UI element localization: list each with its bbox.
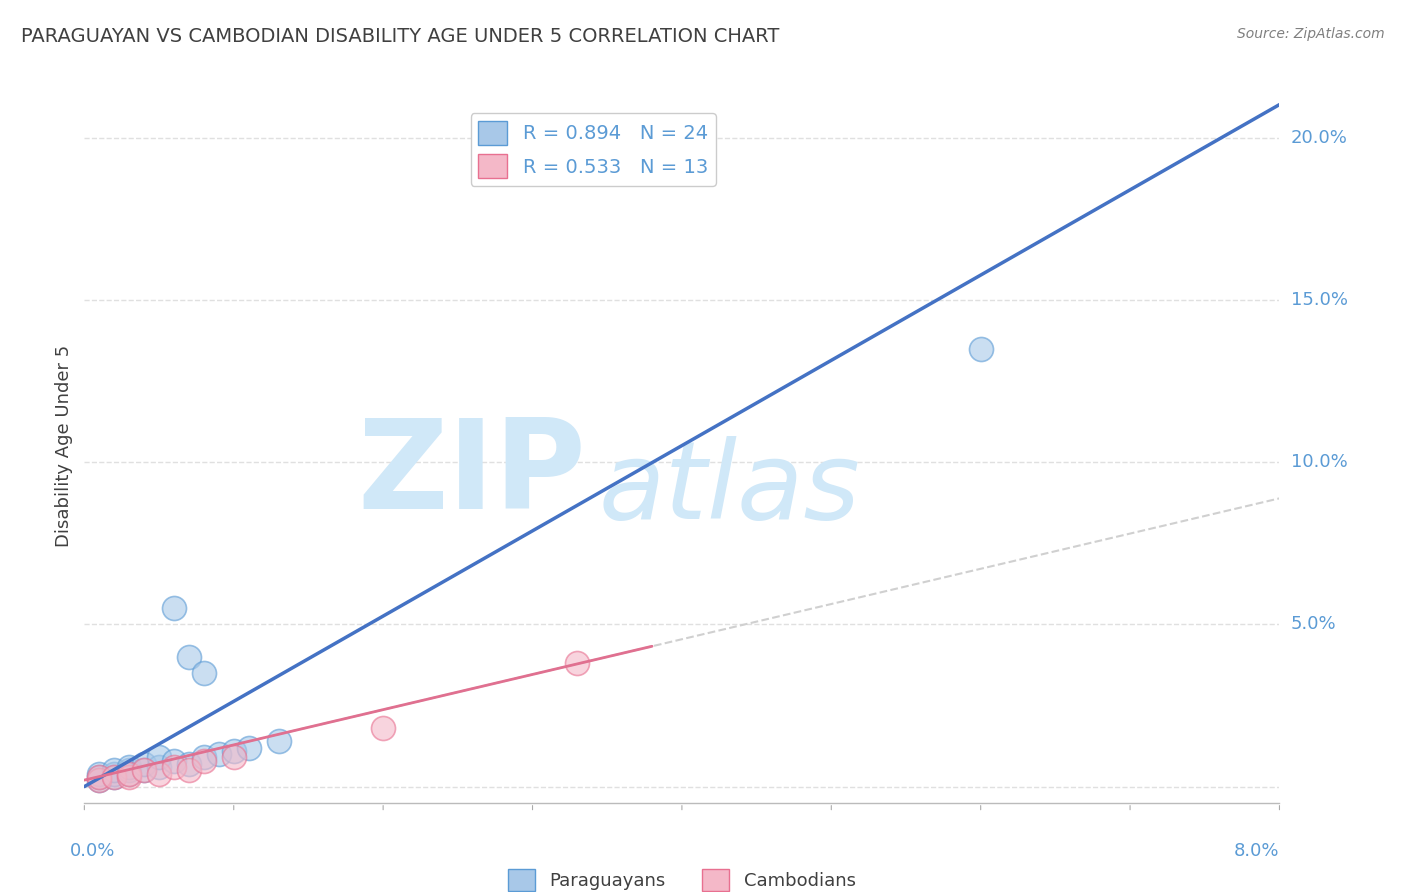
Point xyxy=(89,770,111,784)
Point xyxy=(118,766,141,780)
Point xyxy=(89,773,111,788)
Point xyxy=(567,657,589,671)
Point xyxy=(222,744,245,758)
Point xyxy=(238,740,260,755)
Point xyxy=(222,750,245,764)
Point xyxy=(208,747,231,761)
Point xyxy=(267,734,290,748)
Point xyxy=(193,666,215,681)
Point xyxy=(132,756,156,771)
Text: Source: ZipAtlas.com: Source: ZipAtlas.com xyxy=(1237,27,1385,41)
Point xyxy=(89,773,111,788)
Text: atlas: atlas xyxy=(599,436,860,541)
Text: 10.0%: 10.0% xyxy=(1291,453,1347,471)
Point xyxy=(371,721,394,735)
Point xyxy=(177,764,200,778)
Point xyxy=(177,756,200,771)
Point xyxy=(193,750,215,764)
Text: PARAGUAYAN VS CAMBODIAN DISABILITY AGE UNDER 5 CORRELATION CHART: PARAGUAYAN VS CAMBODIAN DISABILITY AGE U… xyxy=(21,27,779,45)
Point xyxy=(969,342,991,356)
Text: 0.0%: 0.0% xyxy=(69,842,115,860)
Point xyxy=(118,770,141,784)
Point xyxy=(132,764,156,778)
Point xyxy=(148,760,170,774)
Point xyxy=(177,649,200,664)
Point xyxy=(132,764,156,778)
Point xyxy=(89,770,111,784)
Point xyxy=(163,754,186,768)
Point xyxy=(103,770,125,784)
Point xyxy=(103,766,125,780)
Point xyxy=(118,764,141,778)
Text: 20.0%: 20.0% xyxy=(1291,128,1347,147)
Text: 8.0%: 8.0% xyxy=(1234,842,1279,860)
Point xyxy=(89,766,111,780)
Point xyxy=(193,754,215,768)
Legend: Paraguayans, Cambodians: Paraguayans, Cambodians xyxy=(501,862,863,892)
Point xyxy=(118,760,141,774)
Text: ZIP: ZIP xyxy=(357,414,586,535)
Point xyxy=(163,601,186,615)
Point xyxy=(103,764,125,778)
Text: 15.0%: 15.0% xyxy=(1291,291,1347,309)
Point xyxy=(103,770,125,784)
Point xyxy=(163,760,186,774)
Y-axis label: Disability Age Under 5: Disability Age Under 5 xyxy=(55,345,73,547)
Point xyxy=(148,750,170,764)
Text: 5.0%: 5.0% xyxy=(1291,615,1336,633)
Point xyxy=(118,766,141,780)
Point xyxy=(148,766,170,780)
